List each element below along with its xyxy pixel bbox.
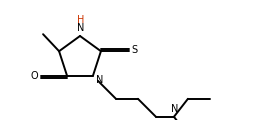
Text: H: H xyxy=(77,15,85,25)
Text: S: S xyxy=(132,45,138,55)
Text: O: O xyxy=(30,71,38,81)
Text: N: N xyxy=(77,23,85,33)
Text: N: N xyxy=(96,75,104,85)
Text: N: N xyxy=(171,104,179,114)
